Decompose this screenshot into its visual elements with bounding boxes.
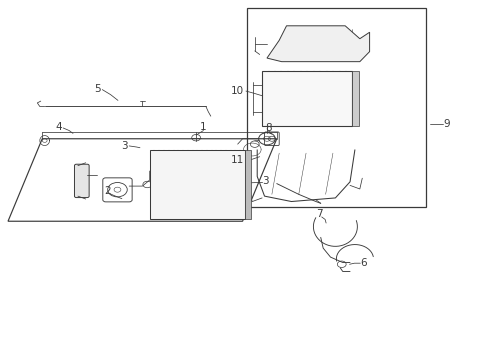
Text: 1: 1 (200, 122, 207, 132)
Bar (150, 149, 245, 220)
Text: 10: 10 (231, 86, 244, 96)
Text: 11: 11 (231, 155, 244, 165)
Text: 2: 2 (104, 186, 111, 196)
Polygon shape (267, 26, 369, 62)
Bar (352, 71, 359, 126)
Text: 7: 7 (317, 209, 323, 219)
Bar (262, 71, 352, 126)
Bar (247, 8, 426, 207)
Text: 9: 9 (443, 120, 450, 129)
Text: 8: 8 (265, 123, 272, 133)
Text: 4: 4 (55, 122, 62, 132)
Text: 5: 5 (94, 84, 101, 94)
FancyBboxPatch shape (74, 164, 89, 198)
Text: 3: 3 (121, 141, 127, 151)
Text: 6: 6 (360, 258, 367, 268)
Bar (245, 149, 251, 220)
Text: 3: 3 (262, 176, 269, 186)
